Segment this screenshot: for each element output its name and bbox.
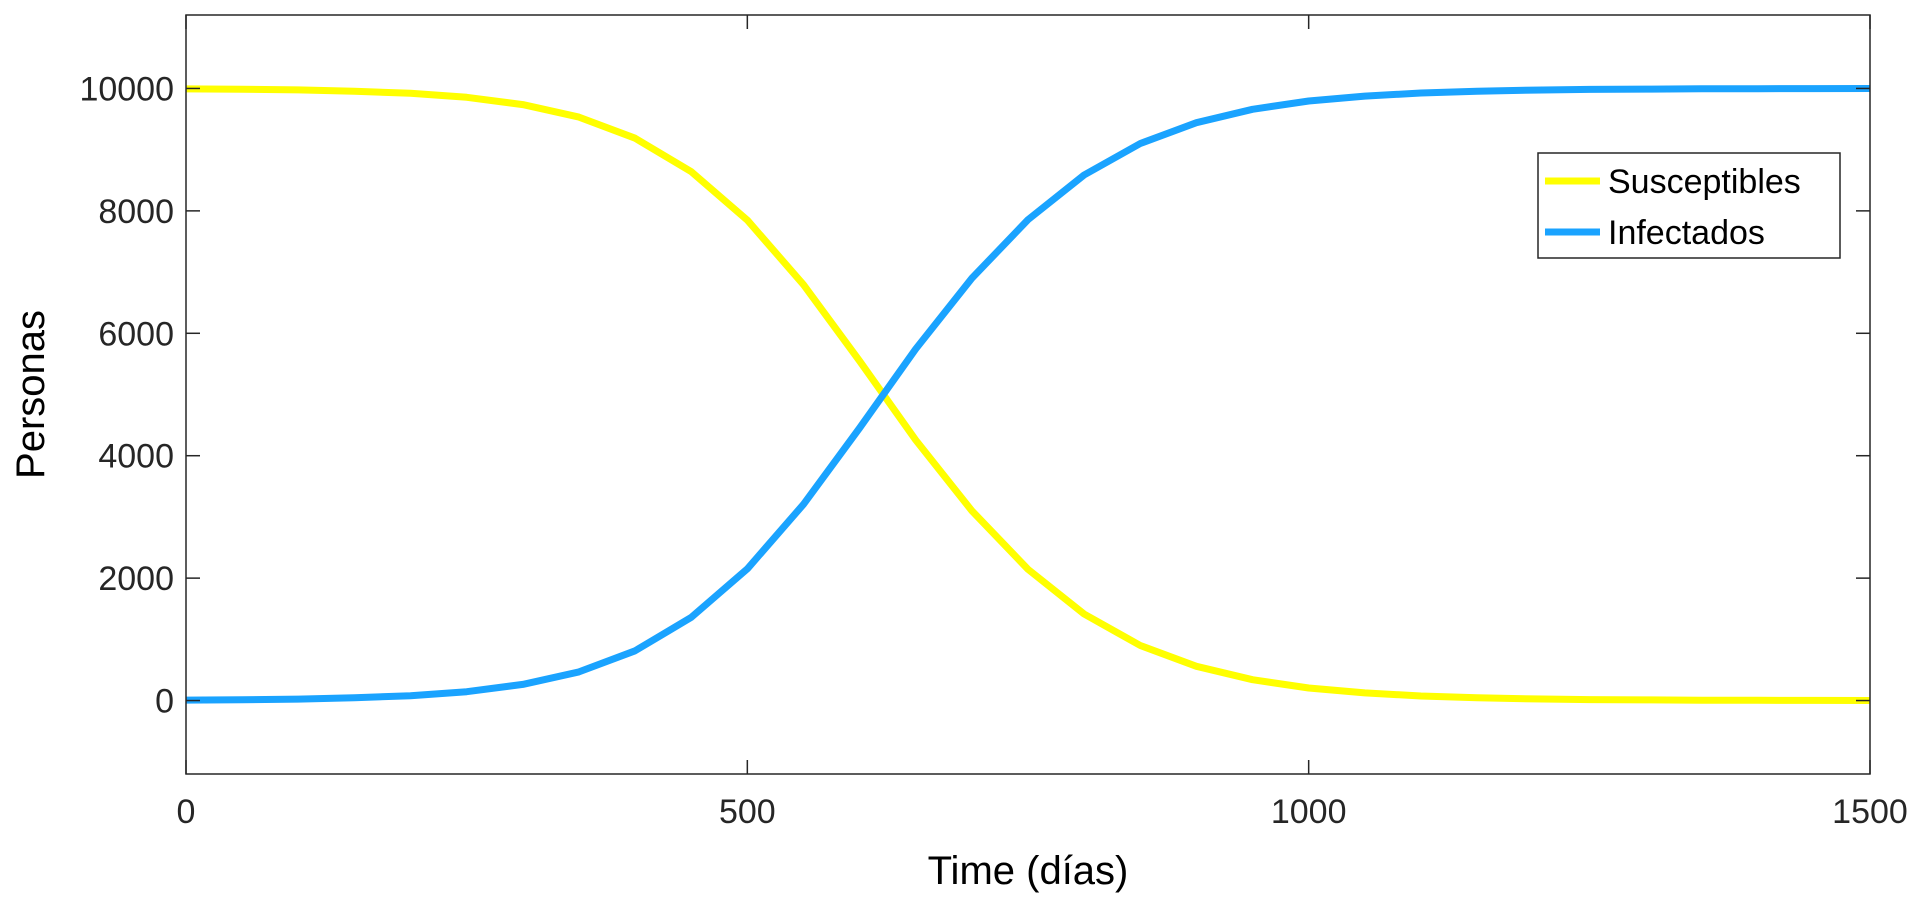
plot-frame	[185, 14, 1871, 775]
plot-area	[186, 15, 1870, 774]
y-axis-title: Personas	[9, 310, 53, 479]
legend-label-susceptibles: Susceptibles	[1608, 163, 1801, 201]
x-tick-label: 500	[719, 793, 776, 831]
series-line-susceptibles	[185, 85, 1871, 704]
y-tick-label: 6000	[98, 315, 174, 353]
legend-box	[1537, 152, 1841, 259]
y-tick-label: 2000	[98, 560, 174, 598]
x-tick-label: 0	[177, 793, 196, 831]
axis-ticks: 0 500 1000 1500 0 2000 4000 6000 8000 10000	[79, 15, 1908, 831]
series-line-infectados	[185, 85, 1871, 704]
legend-label-infectados: Infectados	[1608, 214, 1765, 252]
x-axis-title: Time (días)	[928, 849, 1129, 893]
legend: Susceptibles Infectados	[1537, 152, 1841, 259]
series-lines	[185, 85, 1871, 704]
x-tick-label: 1000	[1271, 793, 1347, 831]
y-tick-label: 0	[155, 683, 174, 721]
y-tick-label: 8000	[98, 193, 174, 231]
x-tick-label: 1500	[1832, 793, 1908, 831]
y-tick-label: 10000	[79, 70, 174, 108]
y-tick-label: 4000	[98, 438, 174, 476]
